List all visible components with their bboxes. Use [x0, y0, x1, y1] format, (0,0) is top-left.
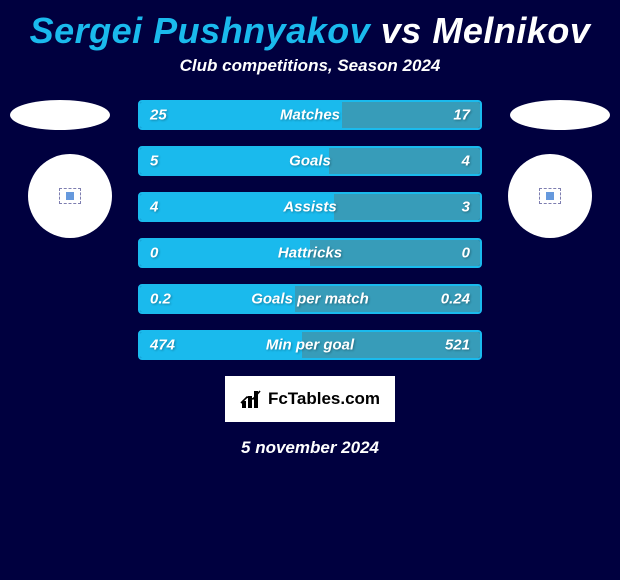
stat-label: Goals	[289, 153, 331, 170]
logo-text: FcTables.com	[268, 389, 380, 409]
club-badge-top-left	[10, 100, 110, 130]
player2-badge	[508, 154, 592, 238]
date-text: 5 november 2024	[0, 438, 620, 458]
stat-row: 4 3 Assists	[138, 192, 482, 222]
stat-label: Hattricks	[278, 245, 342, 262]
stat-label: Assists	[283, 199, 336, 216]
stats-list: 25 17 Matches 5 4 Goals 4 3 Assists 0 0 Hattricks 0.…	[138, 100, 482, 360]
stat-value-left: 25	[150, 107, 167, 124]
club-badge-top-right	[510, 100, 610, 130]
placeholder-icon	[539, 188, 561, 204]
stat-value-right: 3	[462, 199, 470, 216]
stat-value-right: 17	[453, 107, 470, 124]
vs-text: vs	[381, 10, 422, 51]
main-panel: 25 17 Matches 5 4 Goals 4 3 Assists 0 0 Hattricks 0.…	[0, 100, 620, 458]
stat-row: 0.2 0.24 Goals per match	[138, 284, 482, 314]
stat-fill-right	[329, 148, 480, 174]
stat-value-left: 474	[150, 337, 175, 354]
bar-chart-icon	[240, 389, 262, 409]
stat-row: 5 4 Goals	[138, 146, 482, 176]
stat-row: 474 521 Min per goal	[138, 330, 482, 360]
stat-value-right: 0.24	[441, 291, 470, 308]
player2-name: Melnikov	[432, 10, 590, 51]
stat-value-left: 0	[150, 245, 158, 262]
player1-badge	[28, 154, 112, 238]
placeholder-icon	[59, 188, 81, 204]
stat-label: Matches	[280, 107, 340, 124]
stat-value-right: 0	[462, 245, 470, 262]
stat-fill-right	[334, 194, 480, 220]
stat-value-right: 4	[462, 153, 470, 170]
stat-value-left: 0.2	[150, 291, 171, 308]
stat-row: 0 0 Hattricks	[138, 238, 482, 268]
stat-label: Goals per match	[251, 291, 369, 308]
comparison-title: Sergei Pushnyakov vs Melnikov	[0, 0, 620, 56]
stat-label: Min per goal	[266, 337, 354, 354]
stat-value-left: 4	[150, 199, 158, 216]
stat-value-left: 5	[150, 153, 158, 170]
subtitle: Club competitions, Season 2024	[0, 56, 620, 76]
player1-name: Sergei Pushnyakov	[30, 10, 371, 51]
stat-row: 25 17 Matches	[138, 100, 482, 130]
fctables-logo: FcTables.com	[225, 376, 395, 422]
stat-value-right: 521	[445, 337, 470, 354]
